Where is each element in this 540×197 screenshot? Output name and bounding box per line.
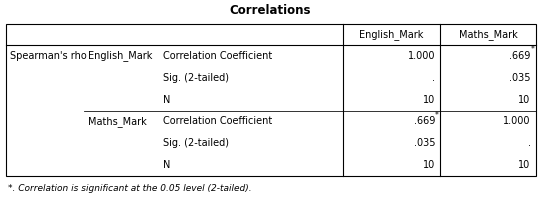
- Text: Sig. (2-tailed): Sig. (2-tailed): [163, 73, 230, 83]
- Text: Correlations: Correlations: [230, 4, 310, 17]
- Text: English_Mark: English_Mark: [359, 29, 424, 40]
- Text: 10: 10: [423, 95, 435, 105]
- Text: 10: 10: [423, 160, 435, 170]
- Text: Correlation Coefficient: Correlation Coefficient: [163, 51, 273, 61]
- Text: N: N: [163, 95, 171, 105]
- Bar: [6, 24, 536, 176]
- Text: .035: .035: [509, 73, 531, 83]
- Text: .035: .035: [414, 138, 435, 148]
- Text: Maths_Mark: Maths_Mark: [87, 116, 146, 127]
- Text: Sig. (2-tailed): Sig. (2-tailed): [163, 138, 230, 148]
- Text: N: N: [163, 160, 171, 170]
- Text: 10: 10: [518, 160, 531, 170]
- Text: .: .: [528, 138, 531, 148]
- Text: 1.000: 1.000: [503, 116, 531, 126]
- Text: *. Correlation is significant at the 0.05 level (2-tailed).: *. Correlation is significant at the 0.0…: [9, 184, 252, 193]
- Text: 1.000: 1.000: [408, 51, 435, 61]
- Text: .669: .669: [509, 51, 531, 61]
- Text: 10: 10: [518, 95, 531, 105]
- Text: *: *: [435, 111, 439, 120]
- Text: Spearman's rho: Spearman's rho: [10, 51, 87, 61]
- Text: Maths_Mark: Maths_Mark: [458, 29, 517, 40]
- Text: .: .: [432, 73, 435, 83]
- Text: Correlation Coefficient: Correlation Coefficient: [163, 116, 273, 126]
- Text: *: *: [531, 45, 535, 54]
- Text: English_Mark: English_Mark: [87, 50, 152, 61]
- Text: .669: .669: [414, 116, 435, 126]
